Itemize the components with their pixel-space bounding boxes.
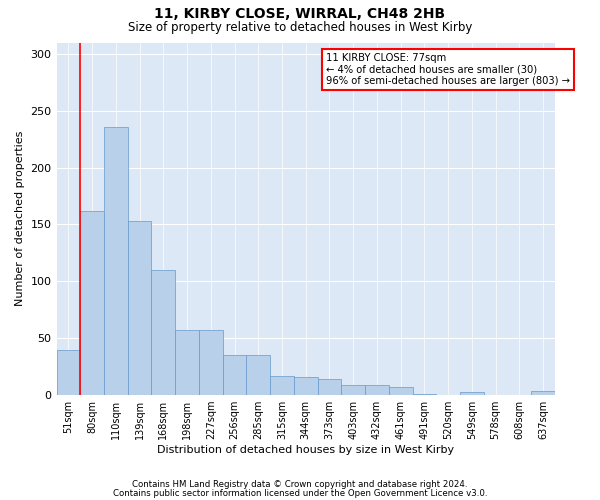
Bar	[80, 211, 104, 395]
Bar	[175, 330, 199, 395]
Bar	[341, 385, 365, 395]
Text: Size of property relative to detached houses in West Kirby: Size of property relative to detached ho…	[128, 21, 472, 34]
Text: 11, KIRBY CLOSE, WIRRAL, CH48 2HB: 11, KIRBY CLOSE, WIRRAL, CH48 2HB	[154, 8, 446, 22]
Bar	[460, 392, 484, 395]
Bar	[270, 376, 294, 395]
Bar	[389, 387, 413, 395]
Bar	[56, 350, 80, 395]
Bar	[294, 377, 317, 395]
Text: Contains public sector information licensed under the Open Government Licence v3: Contains public sector information licen…	[113, 488, 487, 498]
Bar	[413, 394, 436, 395]
Bar	[151, 270, 175, 395]
Bar	[104, 126, 128, 395]
Text: 11 KIRBY CLOSE: 77sqm
← 4% of detached houses are smaller (30)
96% of semi-detac: 11 KIRBY CLOSE: 77sqm ← 4% of detached h…	[326, 53, 569, 86]
Bar	[223, 356, 247, 395]
Bar	[365, 385, 389, 395]
Text: Contains HM Land Registry data © Crown copyright and database right 2024.: Contains HM Land Registry data © Crown c…	[132, 480, 468, 489]
Bar	[247, 356, 270, 395]
Bar	[531, 390, 555, 395]
Bar	[128, 221, 151, 395]
Bar	[199, 330, 223, 395]
Y-axis label: Number of detached properties: Number of detached properties	[15, 131, 25, 306]
Bar	[317, 379, 341, 395]
X-axis label: Distribution of detached houses by size in West Kirby: Distribution of detached houses by size …	[157, 445, 454, 455]
